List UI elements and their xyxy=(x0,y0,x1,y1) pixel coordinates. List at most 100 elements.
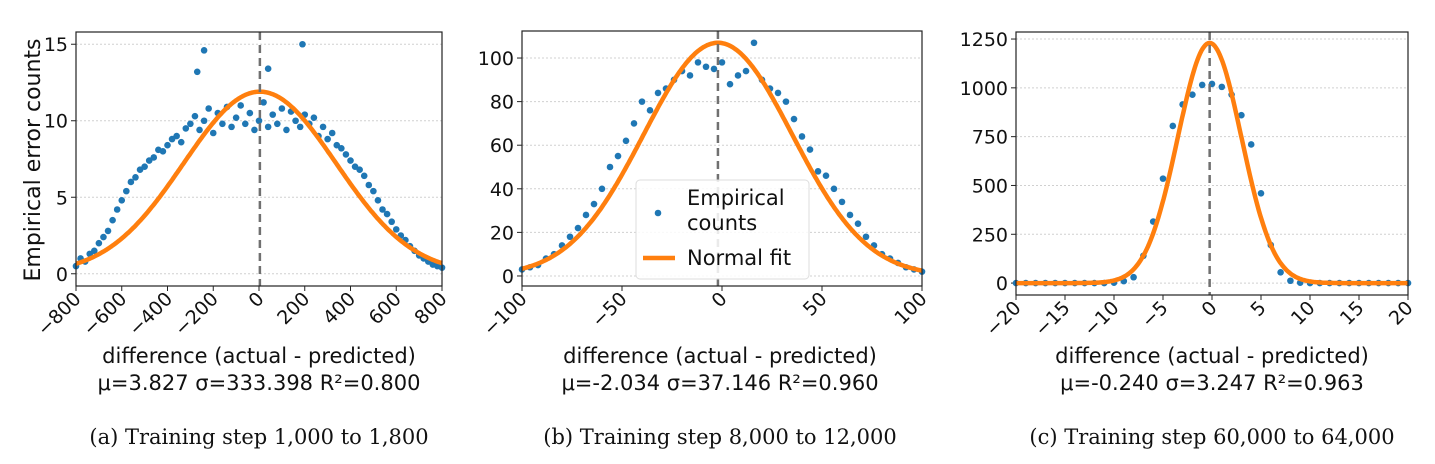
data-point xyxy=(292,117,299,125)
data-point xyxy=(237,102,244,109)
data-point xyxy=(814,168,822,175)
data-point xyxy=(196,126,203,134)
axes-frame xyxy=(521,30,923,287)
data-point xyxy=(566,233,574,241)
data-point xyxy=(191,112,199,120)
data-point xyxy=(830,185,838,193)
data-point xyxy=(1247,141,1255,148)
data-point xyxy=(113,206,121,213)
data-point xyxy=(710,65,718,73)
legend-label-empirical: Empirical xyxy=(687,186,785,210)
x-axis-label: difference (actual - predicted) xyxy=(1055,344,1369,368)
data-point xyxy=(141,163,148,170)
data-point xyxy=(1198,81,1206,89)
y-tick-label: 20 xyxy=(490,222,514,244)
x-tick-label: −600 xyxy=(79,288,131,340)
x-tick-label: −100 xyxy=(479,288,531,340)
data-point xyxy=(219,120,226,128)
data-point xyxy=(1287,277,1294,285)
data-point xyxy=(104,227,112,235)
x-tick-label: −5 xyxy=(1137,297,1172,332)
y-tick-label: 10 xyxy=(44,111,68,133)
data-point xyxy=(734,72,742,79)
data-point xyxy=(638,98,646,105)
x-tick-label: −400 xyxy=(125,288,177,340)
normal-fit-curve xyxy=(521,40,923,273)
x-tick-label: 50 xyxy=(799,288,832,321)
legend-label-empirical-2: counts xyxy=(687,211,757,235)
x-axis-label: difference (actual - predicted) xyxy=(563,344,877,368)
data-point xyxy=(269,111,277,118)
data-point xyxy=(132,174,139,181)
data-point xyxy=(374,197,382,204)
data-point xyxy=(200,47,208,54)
y-tick-label: 0 xyxy=(996,273,1008,295)
data-point xyxy=(782,98,790,105)
data-point xyxy=(319,123,327,131)
x-tick-label: 5 xyxy=(1246,297,1270,321)
y-tick-label: 0 xyxy=(56,264,68,286)
data-point xyxy=(1218,83,1226,91)
y-tick-label: 15 xyxy=(44,34,68,56)
data-point xyxy=(150,154,158,161)
x-tick-label: 20 xyxy=(1385,297,1418,330)
data-point xyxy=(232,114,240,121)
data-point xyxy=(694,59,702,66)
x-tick-label: 400 xyxy=(319,288,360,329)
data-point xyxy=(278,105,286,112)
y-tick-label: 100 xyxy=(478,48,514,70)
data-point xyxy=(1169,122,1177,130)
data-point xyxy=(283,126,290,134)
data-point xyxy=(228,123,235,131)
data-point xyxy=(274,120,281,128)
data-point xyxy=(392,226,400,233)
data-point xyxy=(622,137,630,145)
data-point xyxy=(299,40,306,48)
data-point xyxy=(1277,269,1284,276)
y-tick-label: 5 xyxy=(56,187,68,209)
x-tick-label: 0 xyxy=(244,288,268,312)
data-point xyxy=(383,210,391,218)
y-tick-label: 80 xyxy=(490,92,514,114)
data-point xyxy=(264,123,272,131)
axes-frame xyxy=(75,31,443,287)
data-point xyxy=(123,187,130,195)
data-point xyxy=(1238,111,1245,119)
data-point xyxy=(177,138,185,146)
x-tick-label: 100 xyxy=(890,288,931,329)
y-tick-label: 1000 xyxy=(960,78,1008,100)
data-point xyxy=(702,63,710,71)
data-point xyxy=(347,157,354,164)
data-point xyxy=(100,233,107,241)
data-point xyxy=(1257,189,1265,197)
subfigure-caption: (b) Training step 8,000 to 12,000 xyxy=(543,425,896,449)
y-tick-label: 1250 xyxy=(960,29,1008,51)
data-point xyxy=(328,129,336,137)
data-point xyxy=(338,144,345,152)
data-point xyxy=(365,181,373,189)
data-point xyxy=(264,65,272,73)
x-tick-label: −50 xyxy=(588,288,632,332)
data-point xyxy=(324,135,331,143)
data-point xyxy=(360,172,368,180)
data-point xyxy=(574,224,582,232)
y-tick-label: 60 xyxy=(490,135,514,157)
data-point xyxy=(109,216,116,224)
x-axis-label: difference (actual - predicted) xyxy=(102,344,416,368)
x-tick-label: −800 xyxy=(33,288,85,340)
data-point xyxy=(598,185,606,193)
x-tick-label: 200 xyxy=(273,288,314,329)
x-tick-label: −10 xyxy=(1080,297,1124,341)
data-point xyxy=(388,218,395,226)
x-tick-label: 10 xyxy=(1287,297,1320,330)
data-point xyxy=(750,39,758,47)
data-point xyxy=(630,120,638,127)
data-point xyxy=(686,72,694,79)
data-point xyxy=(370,187,377,195)
data-point xyxy=(173,132,180,140)
data-point xyxy=(200,117,208,125)
y-axis-label: Empirical error counts xyxy=(21,38,46,281)
data-point xyxy=(91,247,98,255)
data-point xyxy=(118,197,126,204)
